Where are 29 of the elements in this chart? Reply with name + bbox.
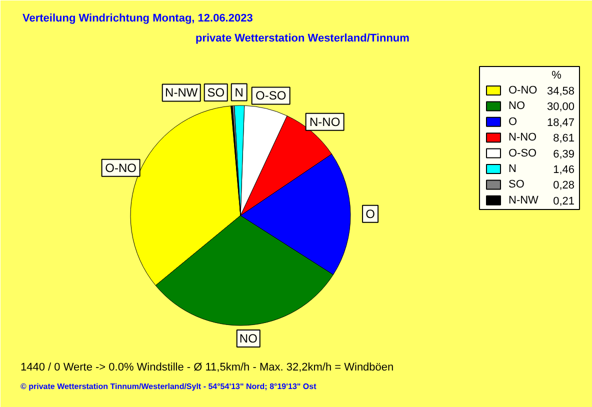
data-label: 0,28 xyxy=(553,180,575,192)
slice-label: N-NO xyxy=(310,114,340,129)
data-label: 18,47 xyxy=(546,116,575,129)
category-label: N-NW xyxy=(165,86,198,100)
data-label: 8,61 xyxy=(553,132,575,145)
slice-label: N xyxy=(234,85,244,100)
data-label: 0,21 xyxy=(553,195,575,208)
text: 1440 / 0 Werte -> 0.0% Windstille - Ø 11,5km/h - Max. 32,2km/h = Windböen xyxy=(20,362,394,374)
text: © private Wetterstation Tinnum/Westerland/Sylt - 54°54'13" Nord; 8°19'13" Ost xyxy=(20,382,317,391)
legend-label: N xyxy=(508,163,516,175)
legend-label: N-NO xyxy=(508,132,538,144)
chart-subtitle: private Wetterstation Westerland/Tinnum xyxy=(196,32,410,44)
slice-label: O-SO xyxy=(256,88,286,103)
legend-label: O-NO xyxy=(508,84,538,96)
data-label: 30,00 xyxy=(546,101,575,114)
slice-label: O-NO xyxy=(105,160,136,175)
legend-label: O-SO xyxy=(508,147,538,160)
legend-label: SO xyxy=(508,178,525,191)
legend-title: % xyxy=(552,70,562,82)
slice-label: O xyxy=(366,206,375,221)
slice-label: SO xyxy=(207,86,225,100)
slice-label: NO xyxy=(239,331,258,346)
data-label: 6,39 xyxy=(553,148,575,160)
data-label: 34,58 xyxy=(546,86,575,98)
legend-label: NO xyxy=(508,100,526,112)
legend-label: O xyxy=(508,116,518,128)
legend-label: N-NW xyxy=(508,194,540,206)
chart-title: Verteilung Windrichtung Montag, 12.06.2023 xyxy=(22,12,253,24)
data-label: 1,46 xyxy=(553,164,575,176)
